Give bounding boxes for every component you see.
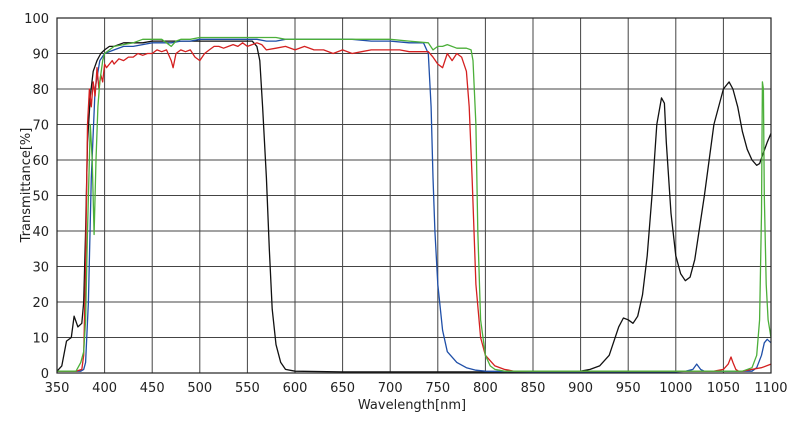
y-tick-label: 80	[32, 83, 49, 98]
y-tick-label: 60	[32, 154, 49, 169]
x-tick-label: 550	[235, 381, 260, 396]
series-lines	[56, 36, 772, 373]
x-tick-label: 700	[378, 381, 403, 396]
series-line-3	[57, 42, 772, 372]
y-tick-labels: 0 10 20 30 40 50 60 70 80 90 100	[24, 12, 49, 382]
y-axis-label: Transmittance[%]	[19, 128, 34, 244]
x-tick-label: 1100	[754, 381, 787, 396]
x-tick-label: 650	[330, 381, 355, 396]
x-tick-labels: 350 400 450 500 550 600 650 700 750 800 850 900 950 1…	[45, 381, 788, 396]
x-tick-label: 1050	[707, 381, 740, 396]
x-tick-label: 600	[283, 381, 308, 396]
x-tick-label: 350	[45, 381, 70, 396]
y-tick-label: 90	[32, 48, 49, 63]
x-tick-label: 950	[616, 381, 641, 396]
grid-lines	[56, 17, 772, 374]
x-tick-label: 1000	[659, 381, 692, 396]
x-tick-label: 850	[521, 381, 546, 396]
series-line-1	[56, 40, 772, 373]
y-tick-label: 40	[32, 225, 49, 240]
x-tick-label: 450	[140, 381, 165, 396]
x-tick-label: 800	[473, 381, 498, 396]
y-tick-label: 20	[32, 296, 49, 311]
series-line-4	[57, 36, 772, 372]
x-tick-label: 400	[92, 381, 117, 396]
x-tick-label: 900	[568, 381, 593, 396]
y-tick-label: 10	[32, 332, 49, 347]
y-tick-label: 70	[32, 119, 49, 134]
x-tick-label: 500	[187, 381, 212, 396]
y-tick-label: 50	[32, 190, 49, 205]
y-tick-label: 30	[32, 261, 49, 276]
y-tick-label: 0	[41, 367, 49, 382]
y-tick-label: 100	[24, 12, 49, 27]
x-tick-label: 750	[425, 381, 450, 396]
plot-frame	[56, 17, 772, 374]
x-axis-label: Wavelength[nm]	[358, 398, 466, 413]
